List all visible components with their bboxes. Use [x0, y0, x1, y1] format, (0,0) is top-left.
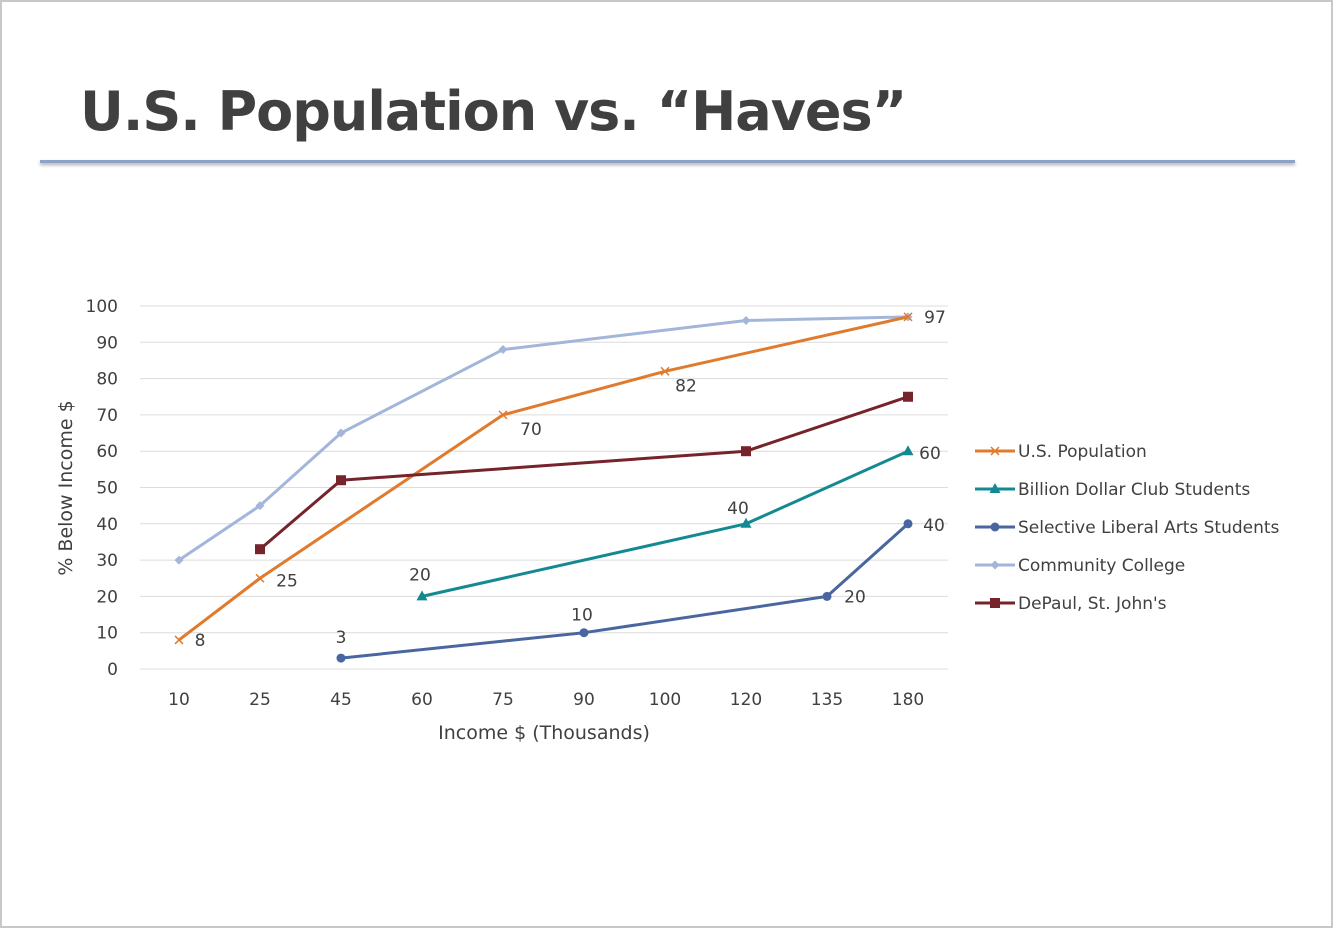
data-label: 3: [336, 628, 347, 648]
marker-triangle: [989, 483, 1001, 493]
marker-x: [990, 446, 1000, 456]
data-label: 40: [923, 516, 945, 536]
y-tick-label: 100: [86, 297, 118, 317]
marker-diamond: [174, 555, 184, 565]
data-label: 70: [520, 420, 542, 440]
x-tick-label: 90: [573, 690, 595, 710]
marker-x: [660, 366, 670, 376]
series-billion-dollar-club-students: 20 40 60: [409, 444, 941, 601]
marker-x: [255, 573, 265, 583]
marker-x: [498, 410, 508, 420]
marker-circle: [822, 591, 832, 601]
series-depaul-st-john-s: [255, 391, 913, 555]
legend-item: U.S. Population: [975, 442, 1147, 462]
x-tick-label: 25: [249, 690, 271, 710]
x-tick-label: 75: [492, 690, 514, 710]
marker-triangle: [902, 445, 914, 456]
legend-label: Billion Dollar Club Students: [1018, 480, 1250, 500]
series-u-s-population: 8 25 70 82 97: [174, 308, 946, 651]
legend-item: Selective Liberal Arts Students: [975, 518, 1280, 538]
slide-title: U.S. Population vs. “Haves”: [80, 80, 907, 143]
legend-label: U.S. Population: [1018, 442, 1147, 462]
marker-diamond: [255, 501, 265, 511]
legend-item: Community College: [975, 556, 1185, 576]
x-tick-label: 180: [892, 690, 924, 710]
data-label: 10: [571, 606, 593, 626]
marker-circle: [903, 519, 913, 529]
series-line: [178, 315, 909, 562]
legend-label: DePaul, St. John's: [1018, 594, 1167, 614]
y-tick-label: 50: [96, 479, 118, 499]
marker-triangle: [740, 517, 752, 528]
series-line: [259, 395, 909, 551]
title-divider: [40, 160, 1295, 163]
y-tick-label: 40: [96, 515, 118, 535]
data-label: 20: [409, 565, 431, 585]
series-line: [340, 522, 910, 660]
marker-square: [903, 391, 913, 402]
marker-diamond: [741, 316, 751, 326]
x-tick-label: 135: [811, 690, 843, 710]
x-tick-label: 10: [168, 690, 190, 710]
data-label: 60: [919, 444, 941, 464]
series-selective-liberal-arts-students: 3 10 20 40: [336, 516, 945, 663]
marker-diamond: [990, 560, 1000, 570]
marker-square: [741, 446, 751, 457]
marker-diamond: [336, 428, 346, 438]
marker-triangle: [416, 590, 428, 601]
marker-x: [174, 635, 184, 645]
legend-item: Billion Dollar Club Students: [975, 480, 1250, 500]
legend-item: DePaul, St. John's: [975, 594, 1167, 614]
data-label: 97: [924, 308, 946, 328]
legend-label: Community College: [1018, 556, 1185, 576]
marker-square: [255, 544, 265, 555]
marker-x: [903, 312, 913, 322]
marker-circle: [990, 522, 1000, 532]
data-label: 8: [195, 631, 206, 651]
marker-square: [990, 598, 1000, 608]
data-label: 40: [727, 499, 749, 519]
x-tick-label: 45: [330, 690, 352, 710]
y-tick-label: 30: [96, 551, 118, 571]
data-label: 20: [844, 587, 866, 607]
y-tick-label: 70: [96, 406, 118, 426]
legend-label: Selective Liberal Arts Students: [1018, 518, 1280, 538]
y-tick-label: 20: [96, 587, 118, 607]
y-tick-label: 80: [96, 370, 118, 390]
x-tick-label: 60: [411, 690, 433, 710]
marker-circle: [336, 653, 346, 663]
marker-diamond: [498, 345, 508, 355]
marker-circle: [579, 628, 589, 638]
data-label: 25: [276, 571, 298, 591]
y-tick-label: 60: [96, 442, 118, 462]
y-tick-label: 90: [96, 333, 118, 353]
x-tick-label: 100: [649, 690, 681, 710]
y-axis-label: % Below Income $: [55, 400, 77, 575]
y-tick-label: 0: [107, 660, 118, 680]
data-label: 82: [675, 376, 697, 396]
marker-square: [336, 475, 346, 486]
x-axis-label: Income $ (Thousands): [438, 722, 650, 744]
x-tick-label: 120: [730, 690, 762, 710]
y-tick-label: 10: [96, 624, 118, 644]
